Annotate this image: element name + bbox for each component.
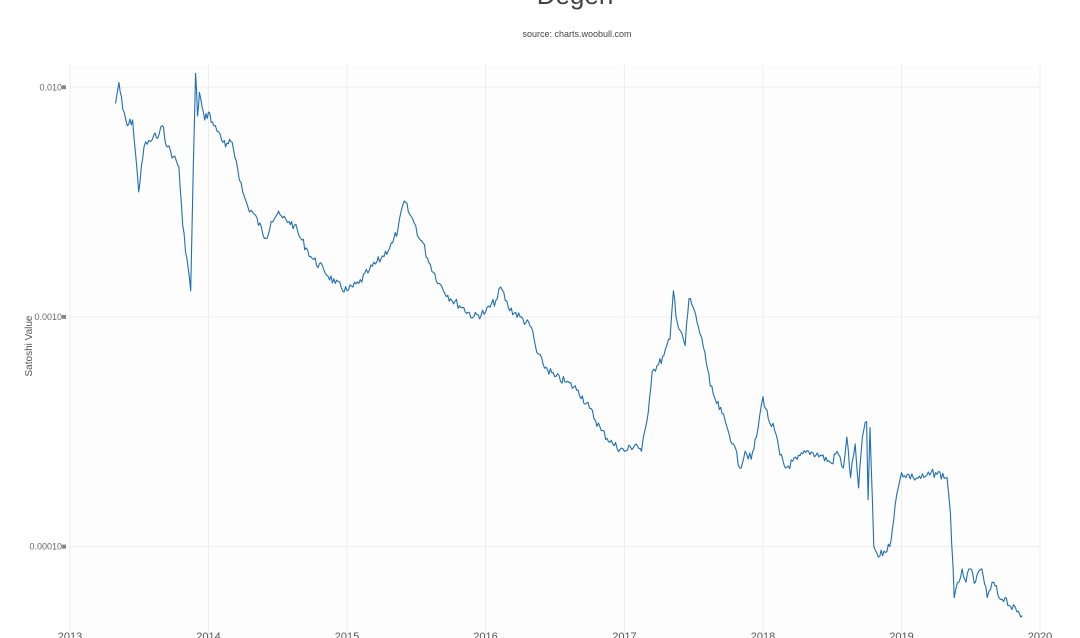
- x-tick-label: 2017: [612, 631, 636, 638]
- y-tick-label: 0.0010: [34, 312, 62, 322]
- x-tick-label: 2019: [889, 631, 913, 638]
- x-gridlines: [69, 65, 1041, 638]
- y-axis-title: Satoshi Value: [24, 315, 35, 376]
- x-tick-label: 2015: [335, 631, 359, 638]
- x-tick-label: 2013: [58, 631, 82, 638]
- series-group: [114, 72, 1023, 618]
- x-tick-label: 2018: [751, 631, 775, 638]
- y-tick-labels: 0.010 0.0010 0.00010: [29, 82, 66, 552]
- x-tick-label: 2014: [196, 631, 220, 638]
- y-tick-label: 0.00010: [29, 542, 62, 552]
- y-tick-marker: [62, 85, 66, 90]
- y-tick-marker: [62, 544, 66, 549]
- y-gridlines: [70, 86, 1040, 548]
- y-tick-marker: [62, 314, 66, 319]
- chart-subtitle: source: charts.woobull.com: [522, 29, 631, 39]
- chart-title: Degen: [537, 0, 614, 10]
- plot-background: [70, 65, 1040, 638]
- x-tick-labels: 2013 2014 2015 2016 2017 2018 2019 2020: [58, 631, 1052, 638]
- x-tick-label: 2020: [1028, 631, 1052, 638]
- y-tick-label: 0.010: [39, 82, 62, 92]
- x-tick-label: 2016: [473, 631, 497, 638]
- series-line: [114, 72, 1023, 618]
